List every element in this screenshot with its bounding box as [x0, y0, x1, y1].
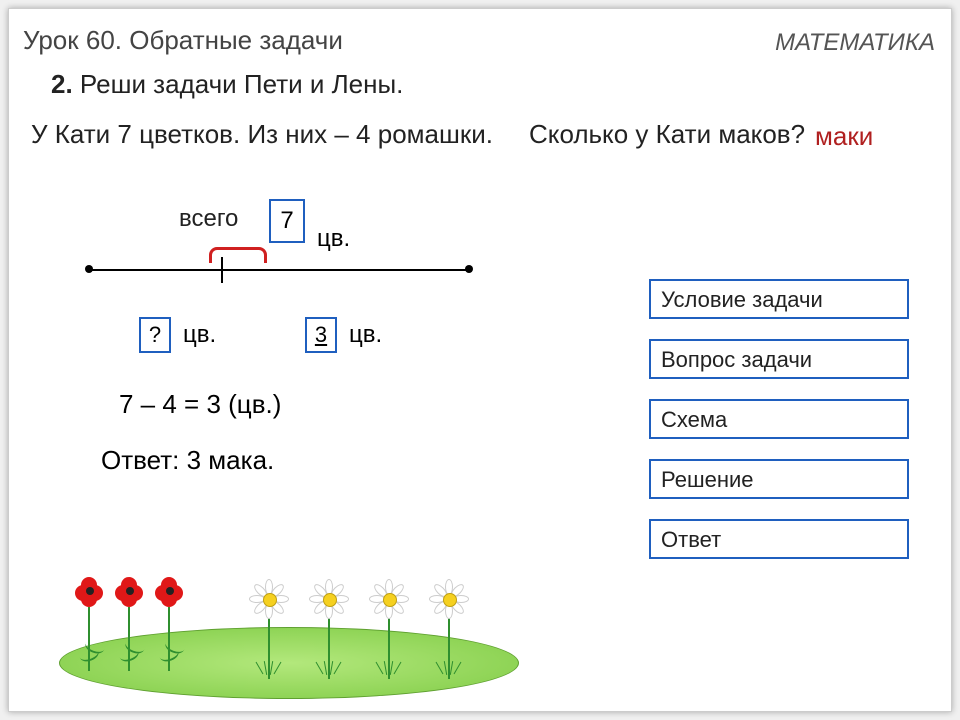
- button-condition[interactable]: Условие задачи: [649, 279, 909, 319]
- number-line-diagram: всего 7 цв. ? цв. 3 цв.: [89, 199, 509, 379]
- red-brace: [209, 247, 267, 263]
- left-unit: цв.: [183, 321, 216, 349]
- button-solution[interactable]: Решение: [649, 459, 909, 499]
- task-number: 2.: [51, 69, 73, 99]
- number-line: [89, 269, 469, 271]
- button-question[interactable]: Вопрос задачи: [649, 339, 909, 379]
- button-answer[interactable]: Ответ: [649, 519, 909, 559]
- right-unit: цв.: [349, 321, 382, 349]
- task-text: Реши задачи Пети и Лены.: [80, 69, 403, 99]
- button-scheme[interactable]: Схема: [649, 399, 909, 439]
- problem-question: Сколько у Кати маков?: [529, 119, 805, 150]
- total-unit: цв.: [317, 225, 350, 253]
- right-value-box: 3: [305, 317, 337, 353]
- problem-overlay-word: маки: [815, 121, 873, 152]
- line-dot-right: [465, 265, 473, 273]
- line-tick: [221, 257, 223, 283]
- poppy-3: [149, 571, 189, 671]
- daisy-head-icon: [249, 579, 289, 619]
- flower-illustration: [59, 549, 539, 699]
- total-label: всего: [179, 205, 238, 233]
- daisy-1: [249, 579, 289, 679]
- task-instruction: 2. Реши задачи Пети и Лены.: [51, 69, 403, 100]
- daisy-4: [429, 579, 469, 679]
- daisy-3: [369, 579, 409, 679]
- solution-equation: 7 – 4 = 3 (цв.): [119, 389, 281, 420]
- problem-statement: У Кати 7 цветков. Из них – 4 ромашки.: [31, 119, 493, 150]
- problem-part2: Из них – 4 ромашки.: [247, 119, 493, 149]
- solution-answer: Ответ: 3 мака.: [101, 445, 274, 476]
- problem-part1: У Кати 7 цветков.: [31, 119, 240, 149]
- lesson-title: Урок 60. Обратные задачи: [23, 25, 343, 56]
- left-value-box: ?: [139, 317, 171, 353]
- daisy-2: [309, 579, 349, 679]
- total-value-box: 7: [269, 199, 305, 243]
- subject-label: МАТЕМАТИКА: [775, 29, 935, 57]
- poppy-2: [109, 571, 149, 671]
- poppy-1: [69, 571, 109, 671]
- line-dot-left: [85, 265, 93, 273]
- poppy-head-icon: [75, 577, 103, 605]
- slide: Урок 60. Обратные задачи МАТЕМАТИКА 2. Р…: [8, 8, 952, 712]
